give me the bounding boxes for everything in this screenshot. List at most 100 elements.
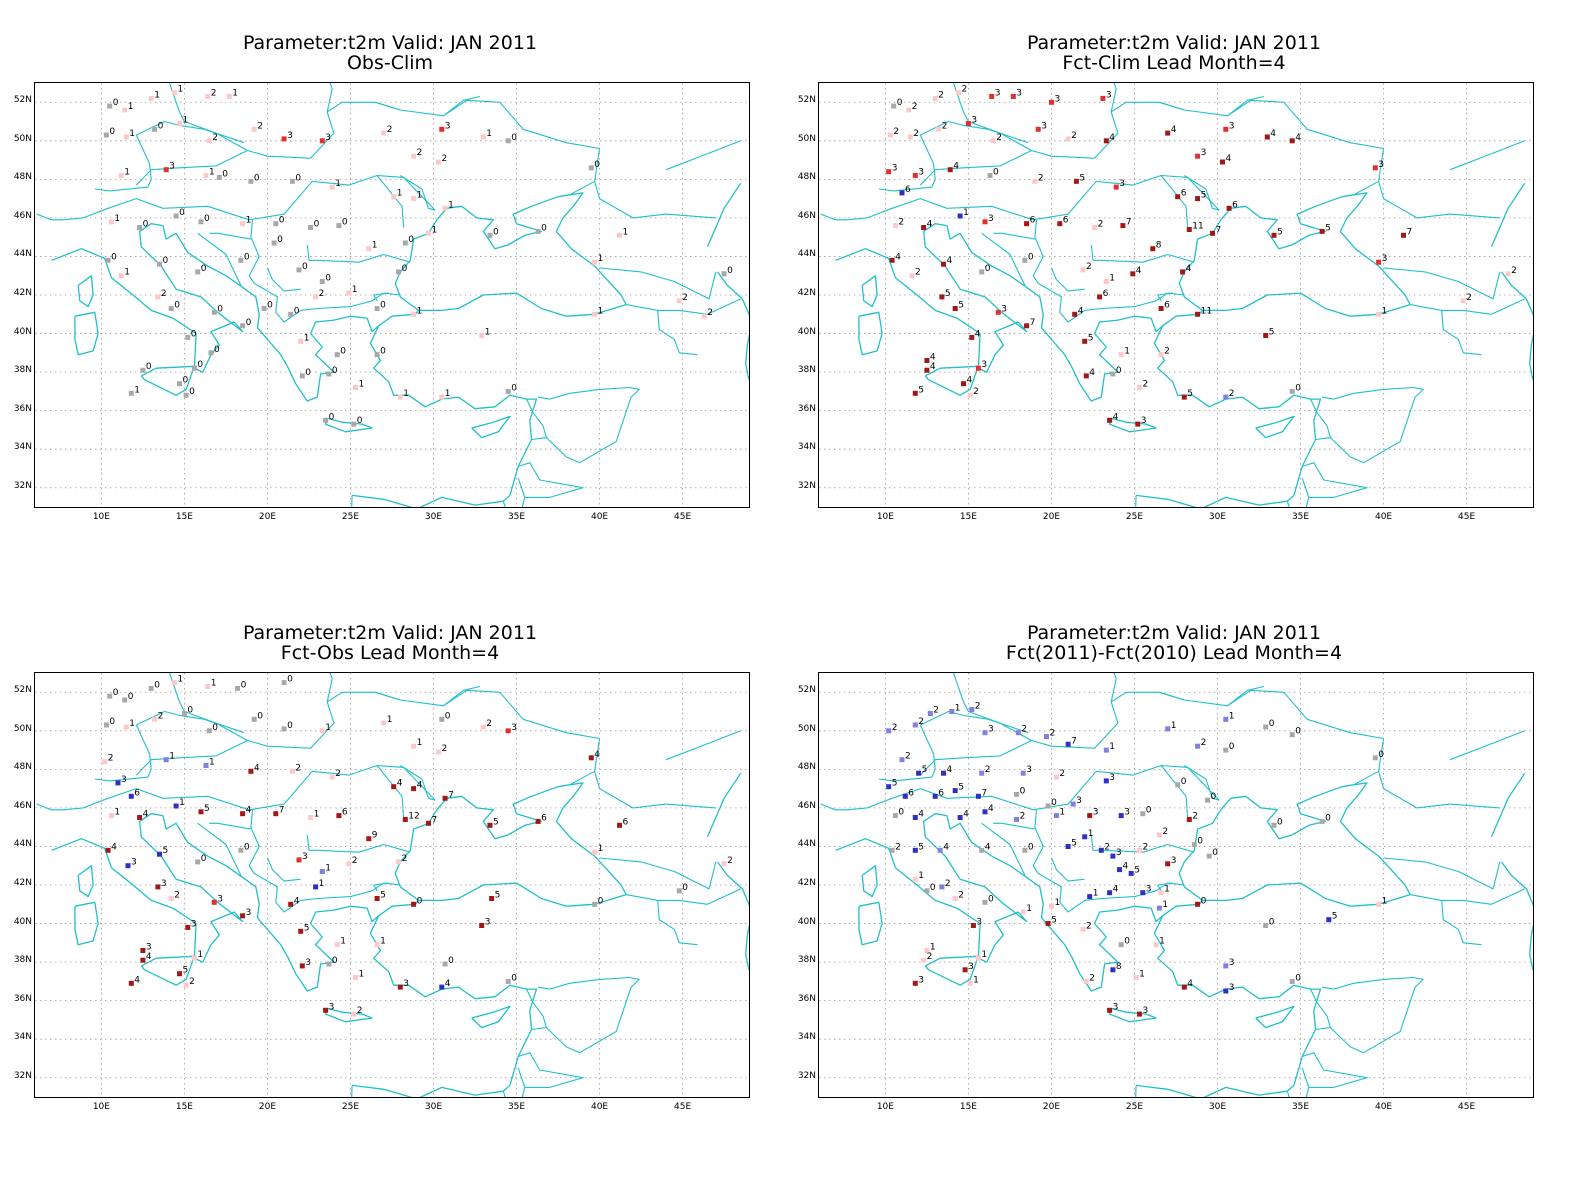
station-marker [912,847,918,853]
station-value-label: 4 [947,765,953,775]
station-marker [351,1011,357,1017]
map-panel-fct-obs: Parameter:t2m Valid: JAN 2011 Fct-Obs Le… [14,620,760,1140]
station-value-label: 1 [1109,274,1115,284]
station-value-label: 1 [124,268,130,278]
lat-tick-label: 34N [797,1032,816,1043]
station-marker [505,388,511,394]
station-marker [902,793,908,799]
station-marker [281,680,287,686]
station-value-label: 1 [963,208,969,218]
station-marker [1195,901,1201,907]
station-marker [411,743,417,749]
country-border [1160,175,1189,228]
station-marker [155,884,161,890]
station-value-label: 5 [1277,227,1283,237]
station-value-label: 5 [922,765,928,775]
station-marker [1137,1011,1142,1017]
station-marker [273,811,279,817]
station-value-label: 4 [134,975,140,985]
station-marker [1376,311,1382,317]
station-marker [1165,861,1171,867]
station-marker [103,722,109,728]
station-marker [588,165,594,171]
lat-tick-label: 34N [13,442,32,453]
country-border [952,673,1032,741]
station-marker [163,167,169,173]
station-value-label: 0 [598,896,604,906]
station-marker [240,913,246,919]
coastline [1108,417,1157,433]
station-value-label: 2 [1201,738,1207,748]
station-marker [1044,734,1049,740]
station-value-label: 2 [1059,769,1065,779]
station-marker [886,784,892,790]
station-value-label: 3 [146,943,152,953]
lat-tick-label: 36N [13,403,32,414]
station-marker [932,95,938,101]
station-marker [226,94,232,99]
station-value-label: 0 [143,220,149,230]
station-value-label: 2 [975,702,981,712]
station-value-label: 1 [1229,711,1235,721]
station-value-label: 0 [154,680,160,690]
country-border [351,1085,353,1097]
station-marker [924,358,930,363]
station-value-label: 1 [1139,970,1145,980]
station-marker [891,103,897,109]
station-marker [273,221,279,227]
station-value-label: 4 [930,353,936,363]
lat-tick-label: 42N [797,878,816,888]
station-value-label: 2 [211,89,217,99]
station-value-label: 4 [1136,266,1142,276]
panel-title-line1: Parameter:t2m Valid: JAN 2011 [242,622,538,644]
station-marker [1010,94,1016,99]
station-value-label: 1 [485,328,491,338]
panel-title-line1: Parameter:t2m Valid: JAN 2011 [1026,622,1322,644]
station-value-label: 0 [340,347,346,357]
station-marker [326,961,332,967]
station-value-label: 2 [892,723,898,733]
station-value-label: 7 [1407,227,1413,237]
station-value-label: 0 [594,160,600,170]
station-value-label: 0 [1197,837,1203,847]
station-marker [105,257,111,263]
country-border [521,497,526,507]
country-border [517,1052,584,1088]
country-border [1305,497,1310,507]
lon-tick-label: 15E [959,512,977,522]
station-marker [1130,271,1136,277]
station-marker [1223,988,1229,994]
country-border [266,857,301,882]
station-value-label: 0 [241,680,247,690]
station-value-label: 1 [1159,937,1165,947]
station-marker [967,392,973,398]
station-value-label: 2 [973,387,979,397]
station-marker [172,680,177,686]
station-value-label: 0 [1295,973,1301,983]
country-border [1184,765,1220,801]
lat-tick-label: 40N [797,326,816,337]
station-marker [1181,984,1187,990]
coastline [858,311,883,356]
station-value-label: 6 [908,788,914,798]
station-marker [296,857,302,863]
station-marker [391,784,397,790]
station-value-label: 4 [927,220,933,230]
station-marker [975,365,981,371]
country-border [1032,809,1185,913]
coastline [1490,182,1526,248]
lon-tick-label: 40E [1374,1102,1393,1112]
station-value-label: 2 [212,133,218,143]
country-border [1286,1091,1290,1097]
station-marker [1263,333,1269,338]
country-border [94,134,152,192]
station-marker [281,726,287,732]
station-value-label: 1 [178,675,184,685]
station-value-label: 0 [342,218,348,228]
station-value-label: 4 [943,842,949,852]
station-value-label: 1 [154,90,160,100]
station-value-label: 0 [493,227,499,237]
station-marker [123,724,129,730]
station-marker [177,971,182,977]
station-marker [1180,269,1186,275]
